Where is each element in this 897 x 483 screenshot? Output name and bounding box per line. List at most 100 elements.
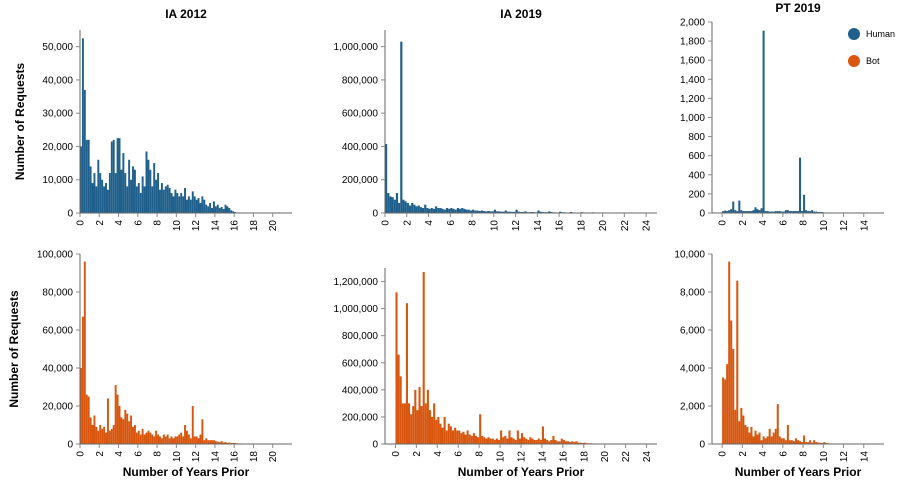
bar	[489, 211, 492, 213]
bar	[506, 211, 510, 213]
bar	[450, 208, 453, 213]
y-tick-label: 200,000	[342, 412, 379, 423]
bar	[89, 417, 92, 444]
bar	[462, 431, 465, 444]
bar	[523, 437, 526, 444]
bar	[147, 430, 150, 444]
y-tick-label: 10,000	[42, 175, 73, 186]
bar	[502, 437, 505, 444]
bar	[465, 209, 468, 213]
panel-6: 0 2,000 4,000 6,000 8,000 10,000 0 2 4 6 8 10 12 14 Nu…	[674, 250, 884, 479]
bar	[476, 210, 479, 213]
legend-bot-swatch	[848, 55, 860, 67]
bar	[159, 436, 161, 444]
bar	[120, 417, 123, 444]
bar	[819, 442, 822, 444]
bar	[214, 441, 217, 444]
bar	[105, 432, 107, 444]
x-tick-label: 6	[133, 451, 144, 457]
bar	[95, 186, 98, 213]
x-tick-label: 24	[642, 220, 653, 232]
bar	[437, 208, 440, 213]
x-tick-label: 8	[475, 451, 486, 457]
bar	[742, 415, 745, 444]
bar	[393, 199, 396, 213]
bar	[421, 208, 425, 213]
bar	[784, 440, 787, 444]
bar	[768, 428, 771, 444]
x-tick-label: 10	[172, 451, 183, 463]
x-tick-label: 6	[778, 451, 789, 457]
x-tick-label: 6	[446, 220, 457, 226]
bar	[93, 173, 96, 213]
y-axis-label: Number of Requests	[13, 63, 27, 181]
x-tick-label: 4	[758, 451, 769, 457]
x-tick-label: 4	[114, 451, 125, 457]
bar	[149, 432, 152, 444]
bar	[464, 434, 467, 444]
x-tick-label: 10	[819, 220, 830, 232]
bar	[139, 193, 142, 213]
bar	[792, 441, 795, 444]
x-tick-label: 16	[558, 451, 569, 463]
x-axis-label: Number of Years Prior	[735, 465, 862, 479]
bar	[412, 406, 415, 444]
bar	[414, 389, 417, 444]
bar	[470, 435, 473, 444]
bar	[110, 428, 113, 444]
bar	[91, 425, 94, 444]
bar	[500, 211, 503, 213]
bar	[764, 438, 767, 444]
panel-title-pt-2019: PT 2019	[775, 1, 821, 15]
bar	[182, 196, 185, 213]
bar	[193, 436, 196, 444]
x-axis-label: Number of Years Prior	[123, 465, 250, 479]
x-tick-label: 12	[511, 220, 522, 232]
bar	[187, 434, 190, 444]
bar	[809, 440, 812, 444]
y-axis-label: Number of Requests	[7, 290, 21, 408]
bar	[108, 430, 111, 444]
bar	[504, 435, 507, 444]
y-tick-label: 0	[699, 440, 705, 451]
bar	[474, 435, 478, 444]
bar	[184, 188, 186, 213]
bar	[209, 440, 212, 444]
bar	[448, 208, 451, 213]
y-tick-label: 200	[688, 189, 705, 200]
bar	[145, 432, 148, 444]
y-tick-label: 1,000,000	[334, 304, 379, 315]
bar	[516, 430, 519, 444]
bar	[160, 438, 163, 444]
bar	[419, 207, 422, 213]
bar	[493, 209, 496, 213]
bar	[441, 208, 444, 213]
x-tick-label: 0	[381, 220, 392, 226]
bar	[95, 426, 98, 444]
bar	[445, 208, 449, 213]
bar	[567, 441, 570, 444]
bar	[458, 208, 462, 213]
x-tick-label: 8	[468, 220, 479, 226]
x-tick-label: 14	[533, 220, 544, 232]
bar	[151, 434, 154, 444]
bar	[168, 438, 171, 444]
bar	[147, 159, 150, 213]
x-tick-label: 6	[778, 220, 789, 226]
bar	[527, 439, 530, 444]
bar	[153, 163, 156, 213]
x-tick-label: 6	[454, 451, 465, 457]
bar	[744, 211, 747, 213]
bar	[116, 394, 119, 444]
bar	[491, 438, 494, 444]
y-tick-label: 100,000	[37, 250, 74, 261]
bar	[199, 203, 202, 213]
y-tick-label: 40,000	[42, 364, 73, 375]
bar	[397, 354, 400, 444]
bar	[114, 385, 117, 444]
y-tick-label: 20,000	[42, 142, 73, 153]
bar	[178, 434, 181, 444]
bar	[778, 436, 781, 444]
bar	[172, 196, 175, 213]
